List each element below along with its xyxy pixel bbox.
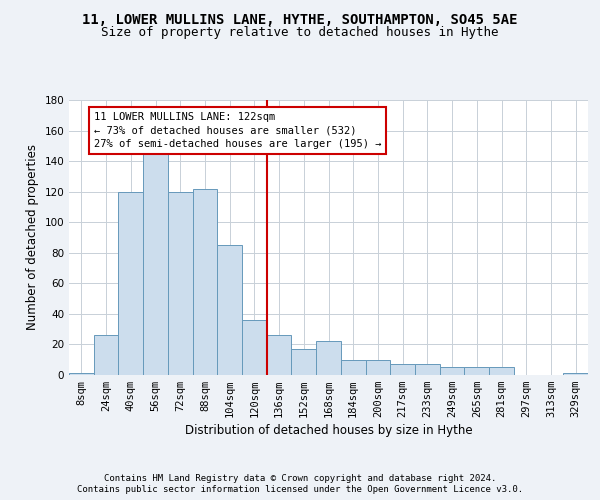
Y-axis label: Number of detached properties: Number of detached properties xyxy=(26,144,39,330)
Bar xyxy=(464,368,489,375)
Bar xyxy=(365,360,390,375)
Bar xyxy=(341,360,365,375)
Bar xyxy=(489,368,514,375)
Text: Contains HM Land Registry data © Crown copyright and database right 2024.: Contains HM Land Registry data © Crown c… xyxy=(104,474,496,483)
Bar xyxy=(168,192,193,375)
Text: Contains public sector information licensed under the Open Government Licence v3: Contains public sector information licen… xyxy=(77,485,523,494)
Bar xyxy=(563,374,588,375)
Bar xyxy=(242,320,267,375)
Bar xyxy=(316,342,341,375)
Bar xyxy=(440,368,464,375)
X-axis label: Distribution of detached houses by size in Hythe: Distribution of detached houses by size … xyxy=(185,424,472,438)
Bar xyxy=(143,154,168,375)
Bar xyxy=(118,192,143,375)
Bar xyxy=(267,336,292,375)
Bar xyxy=(193,188,217,375)
Text: 11, LOWER MULLINS LANE, HYTHE, SOUTHAMPTON, SO45 5AE: 11, LOWER MULLINS LANE, HYTHE, SOUTHAMPT… xyxy=(82,12,518,26)
Bar xyxy=(415,364,440,375)
Text: 11 LOWER MULLINS LANE: 122sqm
← 73% of detached houses are smaller (532)
27% of : 11 LOWER MULLINS LANE: 122sqm ← 73% of d… xyxy=(94,112,381,148)
Bar xyxy=(69,374,94,375)
Bar xyxy=(217,245,242,375)
Text: Size of property relative to detached houses in Hythe: Size of property relative to detached ho… xyxy=(101,26,499,39)
Bar xyxy=(292,349,316,375)
Bar xyxy=(94,336,118,375)
Bar xyxy=(390,364,415,375)
